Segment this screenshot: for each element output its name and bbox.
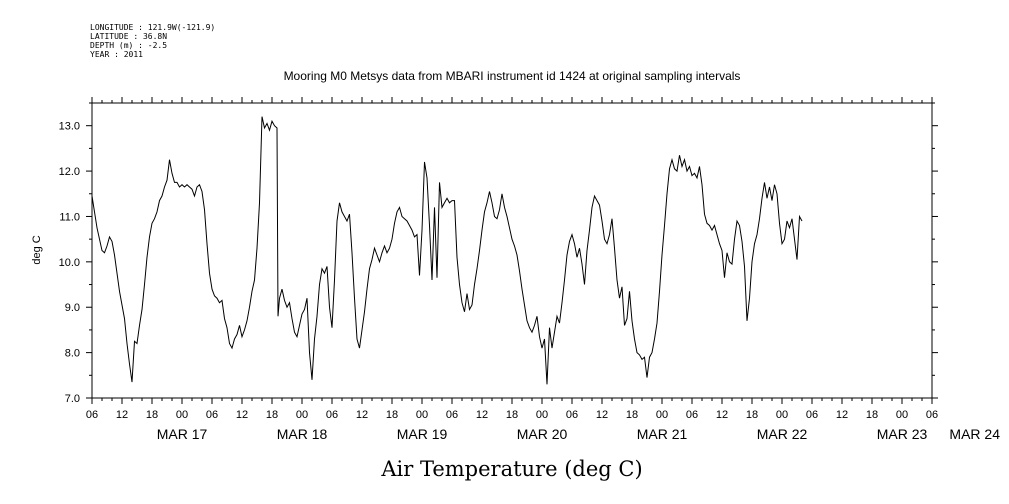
x-hour-label: 06	[326, 409, 338, 421]
y-tick-label: 8.0	[65, 348, 80, 360]
latitude-text: LATITUDE : 36.8N	[90, 32, 167, 41]
x-date-label: MAR 20	[517, 426, 568, 442]
chart-title: Mooring M0 Metsys data from MBARI instru…	[284, 69, 741, 83]
x-hour-label: 00	[536, 409, 548, 421]
series-line	[91, 116, 803, 385]
x-hour-label: 12	[596, 409, 608, 421]
y-tick-label: 12.0	[59, 166, 80, 178]
x-date-label: MAR 19	[397, 426, 448, 442]
x-hour-label: 00	[296, 409, 308, 421]
y-tick-label: 9.0	[65, 302, 80, 314]
x-date-label: MAR 18	[277, 426, 328, 442]
x-hour-label: 00	[656, 409, 668, 421]
x-hour-label: 18	[866, 409, 878, 421]
x-hour-label: 00	[416, 409, 428, 421]
series-layer	[91, 116, 803, 385]
y-tick-label: 11.0	[59, 211, 80, 223]
x-date-label: MAR 24	[949, 426, 1000, 442]
x-hour-label: 00	[896, 409, 908, 421]
x-hour-label: 18	[266, 409, 278, 421]
y-tick-label: 10.0	[59, 257, 80, 269]
x-hour-label: 18	[626, 409, 638, 421]
x-hour-label: 12	[116, 409, 128, 421]
x-hour-label: 06	[926, 409, 938, 421]
x-date-label: MAR 23	[877, 426, 928, 442]
station-info: LONGITUDE : 121.9W(-121.9) LATITUDE : 36…	[90, 23, 215, 59]
y-tick-label: 13.0	[59, 121, 80, 133]
x-hour-label: 06	[566, 409, 578, 421]
x-axis-label: Air Temperature (deg C)	[380, 457, 642, 481]
x-hour-label: 00	[776, 409, 788, 421]
x-hour-label: 06	[86, 409, 98, 421]
x-hour-label: 18	[146, 409, 158, 421]
x-hour-label: 12	[716, 409, 728, 421]
x-hour-label: 06	[446, 409, 458, 421]
y-axis-label: deg C	[31, 235, 43, 264]
x-hour-label: 06	[206, 409, 218, 421]
x-hour-label: 06	[686, 409, 698, 421]
year-text: YEAR : 2011	[90, 50, 143, 59]
x-axis: 06 12 18 00 06 12 18 00 06 12 18 00 06 12 18 00 06 12 18 00…	[86, 97, 1000, 442]
x-hour-label: 18	[746, 409, 758, 421]
x-date-label: MAR 21	[637, 426, 688, 442]
longitude-text: LONGITUDE : 121.9W(-121.9)	[90, 23, 215, 32]
x-hour-label: 00	[176, 409, 188, 421]
x-hour-label: 06	[806, 409, 818, 421]
x-hour-label: 18	[506, 409, 518, 421]
x-date-label: MAR 17	[157, 426, 208, 442]
x-hour-label: 12	[476, 409, 488, 421]
depth-text: DEPTH (m) : -2.5	[90, 41, 167, 50]
x-hour-label: 12	[236, 409, 248, 421]
x-hour-label: 12	[836, 409, 848, 421]
y-tick-label: 7.0	[65, 393, 80, 405]
x-hour-label: 12	[356, 409, 368, 421]
y-axis: 7.0 8.0 9.0 10.0 11.0 12.0 13.0	[59, 102, 938, 405]
x-hour-label: 18	[386, 409, 398, 421]
x-date-label: MAR 22	[757, 426, 808, 442]
plot-frame	[91, 102, 933, 399]
